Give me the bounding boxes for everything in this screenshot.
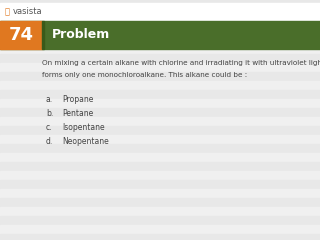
Bar (0, 21, 42, 49)
Bar (0, 117, 320, 126)
Text: Problem: Problem (52, 29, 110, 42)
Bar (0, 9, 320, 18)
Bar (0, 153, 320, 162)
Text: c.: c. (46, 123, 52, 132)
Bar (0, 108, 320, 117)
Bar (0, 0, 320, 9)
Text: Neopentane: Neopentane (62, 137, 109, 146)
Bar (0, 171, 320, 180)
Text: vasista: vasista (13, 7, 43, 17)
Bar (0, 72, 320, 81)
Text: Propane: Propane (62, 95, 93, 104)
Bar (0, 54, 320, 63)
Bar (0, 81, 320, 90)
Bar (0, 99, 320, 108)
Text: d.: d. (46, 137, 53, 146)
Text: ⓘ: ⓘ (5, 7, 10, 17)
Text: a.: a. (46, 95, 53, 104)
Bar (0, 207, 320, 216)
Bar (0, 180, 320, 189)
Text: Pentane: Pentane (62, 109, 93, 118)
Bar (0, 162, 320, 171)
Bar (0, 36, 320, 45)
Bar (0, 45, 320, 54)
Bar (0, 27, 320, 36)
Text: b.: b. (46, 109, 53, 118)
Bar (0, 3, 320, 21)
Bar (0, 234, 320, 240)
Bar (0, 21, 320, 49)
Bar (0, 216, 320, 225)
Bar (0, 90, 320, 99)
Bar (0, 135, 320, 144)
Text: 74: 74 (9, 26, 34, 44)
Bar (0, 18, 320, 27)
Bar (0, 126, 320, 135)
Bar (0, 144, 320, 153)
Text: Isopentane: Isopentane (62, 123, 105, 132)
Bar (0, 198, 320, 207)
Text: On mixing a certain alkane with chlorine and irradiating it with ultraviolet lig: On mixing a certain alkane with chlorine… (42, 60, 320, 66)
Bar (0, 63, 320, 72)
Bar (0, 189, 320, 198)
Bar (42, 21, 44, 49)
Bar (0, 225, 320, 234)
Text: forms only one monochloroalkane. This alkane could be :: forms only one monochloroalkane. This al… (42, 72, 247, 78)
